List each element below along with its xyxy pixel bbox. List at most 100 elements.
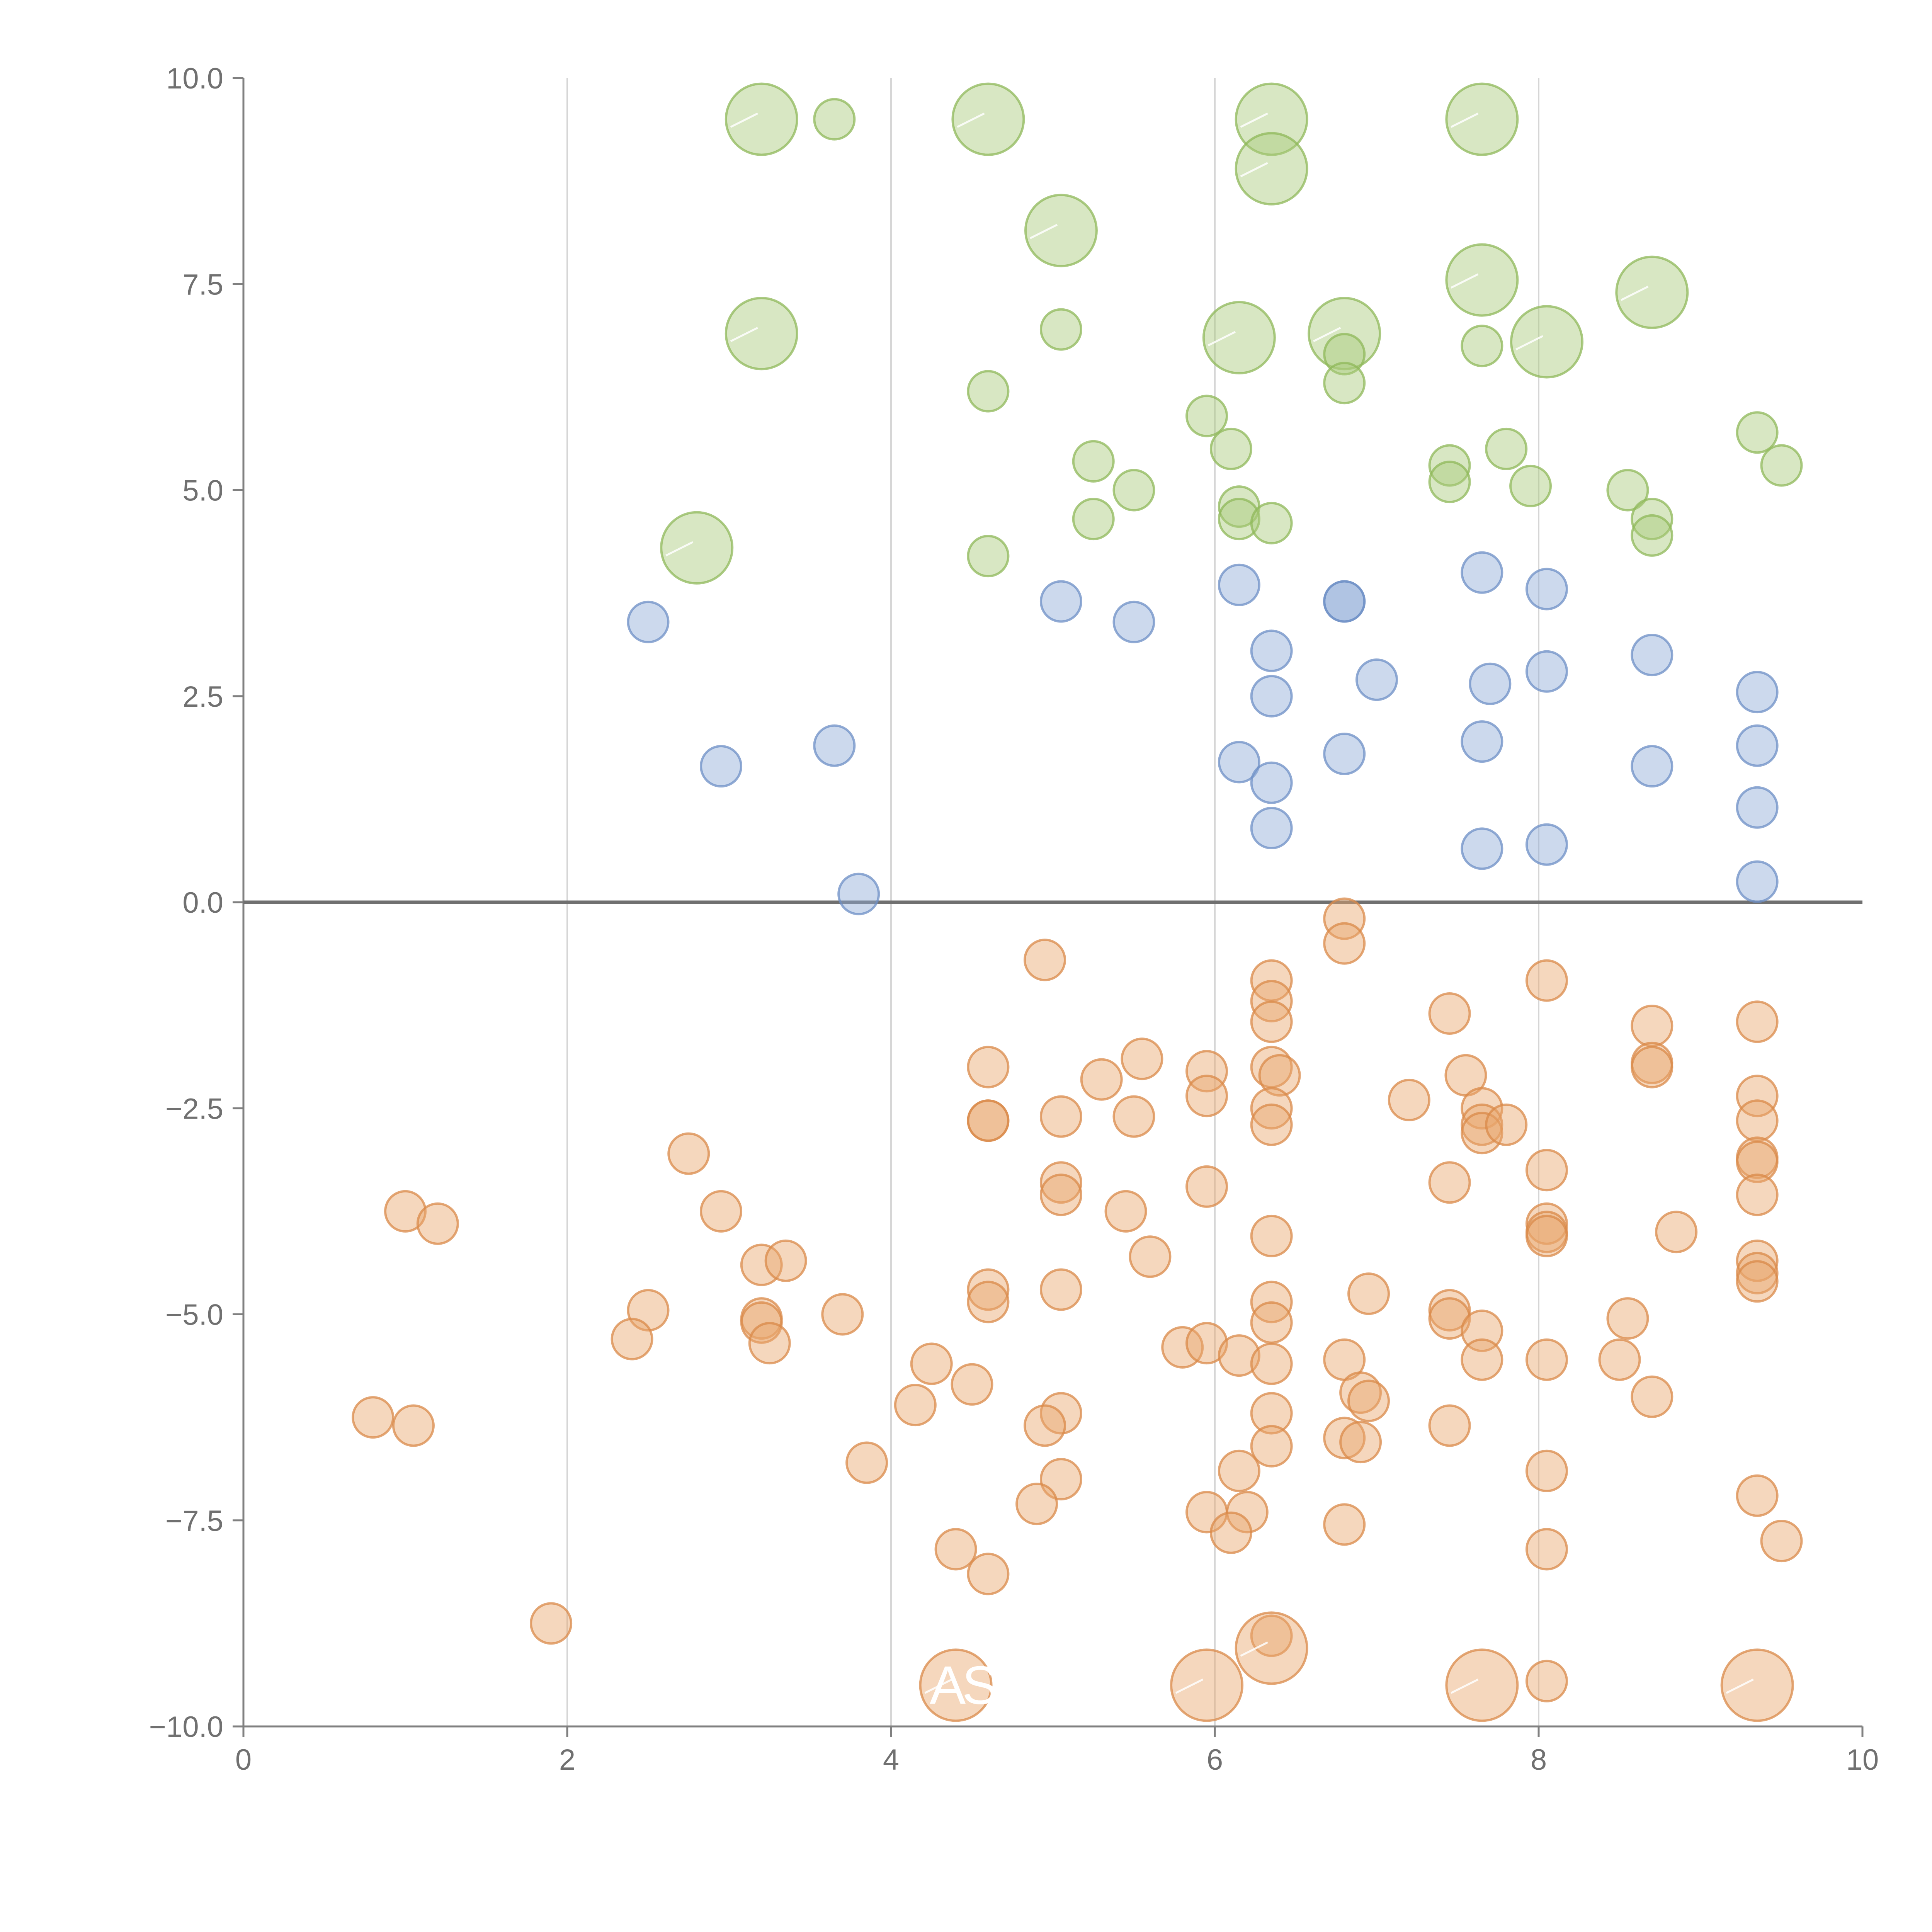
point-orange	[1606, 1297, 1649, 1340]
point-green	[724, 82, 798, 156]
point-orange	[1250, 1000, 1293, 1043]
point-orange	[1218, 1449, 1260, 1492]
point-orange	[1525, 1149, 1568, 1192]
point-green	[1445, 82, 1519, 156]
y-tick-label: −5.0	[165, 1299, 223, 1332]
annotations: AS	[930, 1655, 998, 1715]
point-orange	[1258, 1054, 1301, 1097]
leader-line	[730, 112, 758, 128]
point-green	[1202, 301, 1276, 374]
point-orange	[1323, 1417, 1366, 1459]
leader-line	[665, 541, 694, 557]
point-orange	[1388, 1078, 1430, 1121]
point-green	[1510, 305, 1583, 379]
point-orange	[1428, 1161, 1471, 1204]
point-orange	[1720, 1648, 1794, 1722]
point-orange	[1461, 1310, 1503, 1352]
point-orange	[1525, 959, 1568, 1002]
leader-line	[1240, 1641, 1268, 1657]
point-orange	[700, 1190, 743, 1233]
point-orange	[1024, 939, 1066, 981]
point-orange	[1347, 1379, 1390, 1422]
point-orange	[530, 1602, 573, 1645]
point-orange	[1736, 1140, 1779, 1183]
leader-line	[1451, 273, 1479, 289]
leader-line	[1208, 331, 1236, 347]
point-orange	[611, 1318, 653, 1361]
point-orange	[1461, 1087, 1503, 1130]
point-orange	[1039, 1095, 1082, 1138]
point-orange	[1250, 1425, 1293, 1468]
point-blue	[1461, 720, 1503, 763]
point-orange	[1736, 1474, 1779, 1517]
point-green	[1185, 395, 1228, 437]
point-blue	[1736, 786, 1779, 829]
point-green	[813, 98, 856, 141]
y-tick-label: 5.0	[182, 474, 223, 507]
point-blue	[1323, 733, 1366, 776]
point-orange	[1339, 1421, 1382, 1464]
leader-line	[957, 112, 985, 128]
point-green	[1606, 469, 1649, 512]
point-orange	[951, 1363, 993, 1406]
point-orange	[1039, 1173, 1082, 1216]
x-tick-label: 0	[235, 1743, 252, 1776]
point-green	[1218, 498, 1260, 541]
y-tick-label: 10.0	[166, 62, 223, 95]
point-orange	[1760, 1520, 1803, 1563]
point-orange	[1736, 1260, 1779, 1303]
point-orange	[1485, 1103, 1528, 1146]
point-orange	[894, 1384, 937, 1427]
y-tick-label: −10.0	[149, 1711, 223, 1743]
point-green	[1039, 308, 1082, 351]
point-orange	[1250, 1342, 1293, 1385]
y-tick-label: −2.5	[165, 1092, 223, 1125]
point-orange	[845, 1441, 888, 1484]
x-tick-label: 4	[883, 1743, 899, 1776]
point-orange	[1525, 1528, 1568, 1571]
point-orange	[764, 1239, 807, 1282]
point-orange	[1428, 992, 1471, 1035]
point-green	[1509, 464, 1552, 507]
point-orange	[392, 1404, 435, 1447]
point-blue	[1736, 671, 1779, 714]
point-green	[1631, 498, 1673, 541]
point-orange	[1104, 1190, 1147, 1233]
point-orange	[1461, 1338, 1503, 1381]
leader-line	[730, 327, 758, 342]
leader-line	[1240, 112, 1268, 128]
point-orange	[967, 1281, 1010, 1323]
y-tick-label: −7.5	[165, 1505, 223, 1537]
point-green	[967, 370, 1010, 413]
point-orange	[1235, 1611, 1308, 1685]
point-blue	[1218, 741, 1260, 784]
point-blue	[1250, 807, 1293, 850]
point-orange	[1250, 1301, 1293, 1344]
point-orange	[1525, 1338, 1568, 1381]
point-orange	[1185, 1322, 1228, 1365]
point-green	[1250, 502, 1293, 544]
point-blue	[1250, 629, 1293, 672]
point-blue	[1525, 823, 1568, 866]
point-blue	[700, 745, 743, 788]
point-blue	[1469, 662, 1512, 705]
point-orange	[1039, 1268, 1082, 1311]
point-green	[1615, 255, 1689, 329]
point-orange	[1218, 1334, 1260, 1377]
point-orange	[1129, 1235, 1172, 1278]
point-orange	[1250, 1087, 1293, 1130]
point-blue	[813, 724, 856, 767]
point-green	[1072, 498, 1115, 541]
point-orange	[1015, 1483, 1058, 1526]
point-orange	[1428, 1404, 1471, 1447]
point-orange	[1039, 1161, 1082, 1204]
leader-line	[1240, 162, 1268, 177]
point-orange	[1525, 1660, 1568, 1702]
point-green	[967, 535, 1010, 578]
x-tick-label: 8	[1531, 1743, 1547, 1776]
point-orange	[1631, 1046, 1673, 1088]
point-green	[1485, 427, 1528, 470]
point-orange	[748, 1322, 791, 1365]
point-orange	[1339, 1371, 1382, 1414]
